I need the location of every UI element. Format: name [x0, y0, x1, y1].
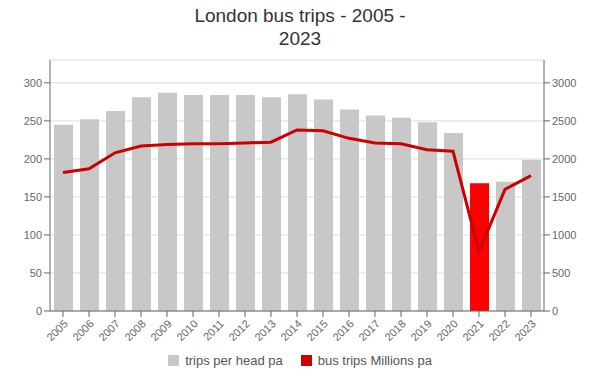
html-text:bus trips Millions pa: bus trips Millions pa [317, 353, 432, 368]
svg-text:2021: 2021 [460, 317, 486, 343]
svg-text:2500: 2500 [552, 115, 576, 127]
svg-text:2006: 2006 [70, 317, 96, 343]
svg-text:50: 50 [30, 267, 42, 279]
svg-text:2008: 2008 [122, 317, 148, 343]
svg-text:2015: 2015 [304, 317, 330, 343]
svg-text:250: 250 [24, 115, 42, 127]
svg-text:2016: 2016 [330, 317, 356, 343]
svg-text:2017: 2017 [356, 317, 382, 343]
svg-text:2010: 2010 [174, 317, 200, 343]
svg-text:200: 200 [24, 153, 42, 165]
html-text:2023: 2023 [278, 28, 322, 49]
svg-text:2009: 2009 [148, 317, 174, 343]
svg-text:2018: 2018 [382, 317, 408, 343]
svg-text:2005: 2005 [44, 317, 70, 343]
svg-text:2023: 2023 [512, 317, 538, 343]
svg-text:500: 500 [552, 267, 570, 279]
svg-text:2011: 2011 [201, 317, 226, 342]
svg-text:0: 0 [552, 305, 558, 317]
svg-text:150: 150 [24, 191, 42, 203]
html-text:trips per head pa: trips per head pa [185, 353, 283, 368]
html-text:London bus trips - 2005 -: London bus trips - 2005 - [194, 5, 406, 26]
svg-text:3000: 3000 [552, 77, 576, 89]
svg-text:300: 300 [24, 77, 42, 89]
svg-text:1500: 1500 [552, 191, 576, 203]
svg-text:2012: 2012 [226, 317, 252, 343]
svg-text:2000: 2000 [552, 153, 576, 165]
svg-text:0: 0 [36, 305, 42, 317]
svg-text:2013: 2013 [252, 317, 278, 343]
svg-text:2014: 2014 [278, 317, 304, 343]
svg-text:1000: 1000 [552, 229, 576, 241]
svg-text:2019: 2019 [408, 317, 434, 343]
svg-text:100: 100 [24, 229, 42, 241]
svg-text:2022: 2022 [486, 317, 512, 343]
svg-text:2007: 2007 [96, 317, 122, 343]
svg-text:2020: 2020 [434, 317, 460, 343]
